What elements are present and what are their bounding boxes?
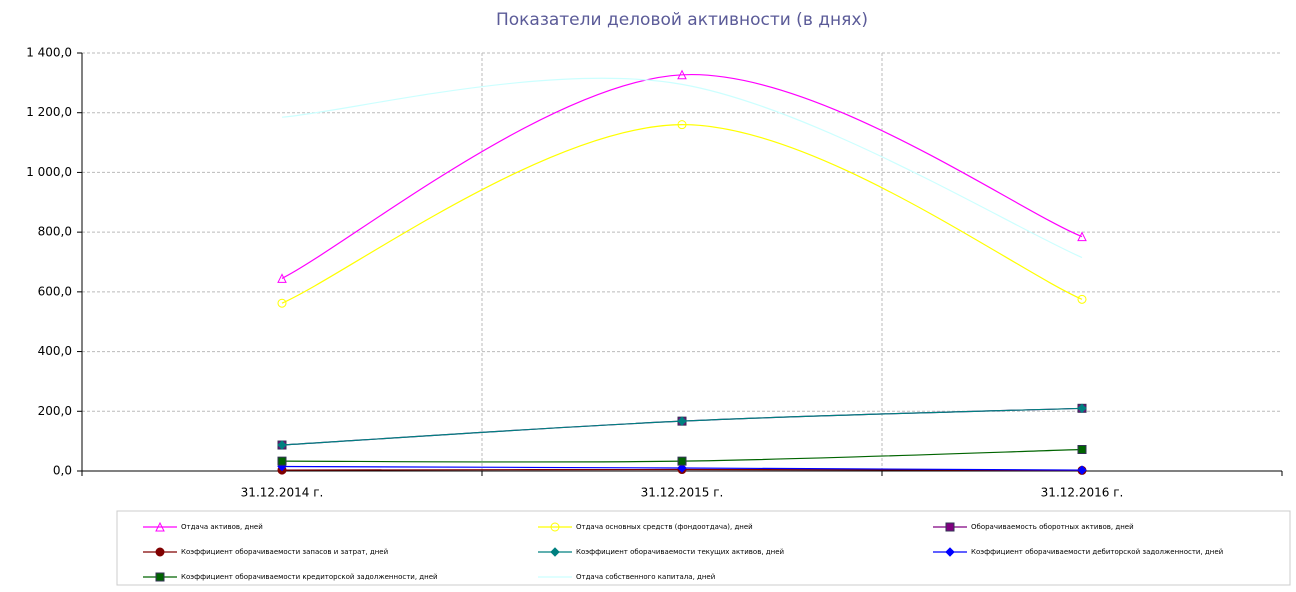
marker bbox=[1077, 445, 1087, 455]
marker bbox=[677, 463, 687, 473]
marker bbox=[945, 522, 955, 532]
legend-label: Отдача собственного капитала, дней bbox=[576, 573, 715, 581]
series-line bbox=[281, 124, 1083, 304]
marker bbox=[277, 273, 287, 283]
legend-label: Коэффициент оборачиваемости кредиторской… bbox=[181, 573, 438, 581]
marker bbox=[277, 298, 287, 308]
y-tick-label: 400,0 bbox=[38, 344, 72, 358]
series-line bbox=[281, 407, 1083, 446]
legend-label: Оборачиваемость оборотных активов, дней bbox=[971, 523, 1134, 531]
x-tick-label: 31.12.2016 г. bbox=[1041, 486, 1124, 500]
marker bbox=[155, 521, 165, 532]
legend-label: Коэффициент оборачиваемости запасов и за… bbox=[181, 548, 388, 556]
series-line bbox=[281, 74, 1083, 279]
y-tick-label: 200,0 bbox=[38, 404, 72, 418]
marker bbox=[1077, 294, 1087, 304]
y-tick-label: 1 200,0 bbox=[26, 105, 72, 119]
marker bbox=[155, 547, 165, 557]
marker bbox=[277, 440, 287, 450]
marker bbox=[677, 416, 687, 426]
marker bbox=[1077, 403, 1087, 414]
marker bbox=[677, 69, 687, 80]
chart-title: Показатели деловой активности (в днях) bbox=[496, 10, 868, 30]
legend-label: Отдача активов, дней bbox=[181, 523, 263, 531]
legend-label: Коэффициент оборачиваемости дебиторской … bbox=[971, 548, 1223, 556]
series-line bbox=[281, 77, 1083, 259]
y-tick-label: 1 000,0 bbox=[26, 165, 72, 179]
x-tick-label: 31.12.2015 г. bbox=[641, 486, 724, 500]
marker bbox=[155, 572, 165, 582]
series-line bbox=[281, 407, 1083, 446]
marker bbox=[677, 120, 687, 130]
y-tick-label: 0,0 bbox=[53, 464, 72, 478]
legend-label: Коэффициент оборачиваемости текущих акти… bbox=[576, 548, 784, 556]
marker bbox=[677, 456, 687, 466]
y-tick-label: 800,0 bbox=[38, 225, 72, 239]
marker bbox=[550, 522, 560, 532]
marker bbox=[550, 547, 560, 557]
y-tick-label: 1 400,0 bbox=[26, 46, 72, 60]
marker bbox=[277, 456, 287, 466]
x-tick-label: 31.12.2014 г. bbox=[241, 486, 324, 500]
marker bbox=[1077, 231, 1087, 242]
marker bbox=[945, 547, 955, 557]
y-tick-label: 600,0 bbox=[38, 284, 72, 298]
legend-box bbox=[116, 510, 1291, 586]
legend-label: Отдача основных средств (фондоотдача), д… bbox=[576, 523, 753, 531]
marker bbox=[1077, 465, 1087, 475]
